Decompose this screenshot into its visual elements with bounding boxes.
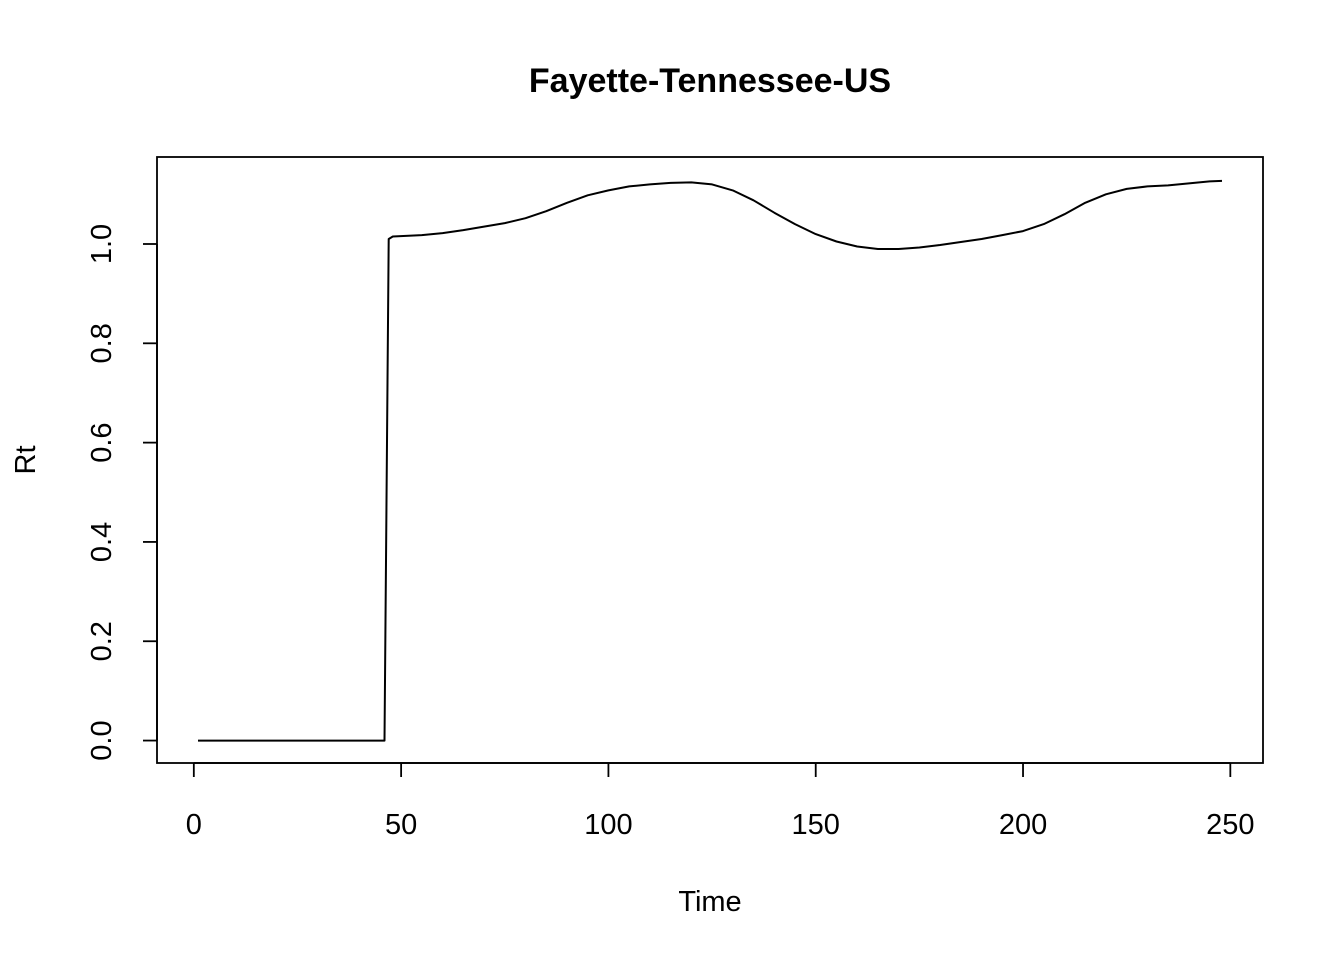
x-tick-label: 200: [999, 809, 1047, 841]
series-line: [198, 179, 1223, 742]
x-tick-label: 0: [186, 809, 202, 841]
x-tick-label: 250: [1206, 809, 1254, 841]
y-tick-label: 0.0: [86, 720, 118, 760]
y-tick-label: 1.0: [86, 224, 118, 264]
x-tick-label: 150: [792, 809, 840, 841]
x-tick-label: 50: [385, 809, 417, 841]
plot-frame: [156, 156, 1264, 764]
y-axis-label: Rt: [10, 446, 42, 475]
x-tick-label: 100: [584, 809, 632, 841]
y-axis: 0.0 0.2 0.4 0.6 0.8 1.0: [86, 224, 158, 761]
y-tick-label: 0.4: [86, 522, 118, 562]
y-tick-label: 0.8: [86, 323, 118, 363]
x-axis-label: Time: [678, 886, 741, 918]
y-tick-label: 0.2: [86, 621, 118, 661]
y-tick-label: 0.6: [86, 422, 118, 462]
x-axis: 0 50 100 150 200 250: [186, 762, 1255, 841]
chart-title: Fayette-Tennessee-US: [529, 62, 891, 100]
